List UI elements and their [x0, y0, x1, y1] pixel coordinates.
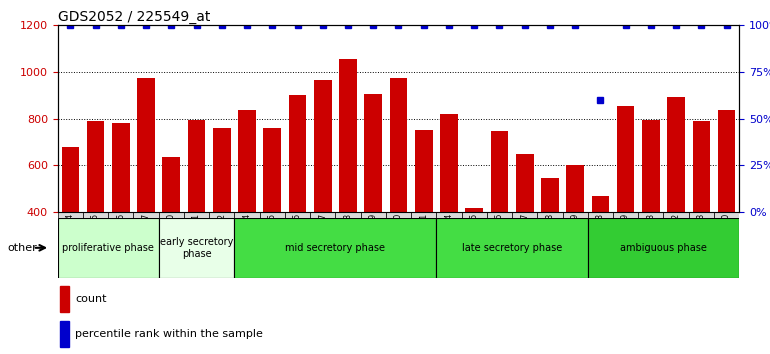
Bar — [238, 110, 256, 306]
Text: GSM109822: GSM109822 — [217, 213, 226, 259]
Bar — [234, 212, 259, 218]
Bar — [159, 212, 184, 218]
Bar — [133, 212, 159, 218]
Bar — [339, 59, 357, 306]
Bar — [62, 147, 79, 306]
Bar — [390, 78, 407, 306]
Text: GSM109817: GSM109817 — [142, 213, 151, 259]
Text: GSM109834: GSM109834 — [444, 213, 454, 259]
Text: percentile rank within the sample: percentile rank within the sample — [75, 329, 263, 339]
Bar — [411, 212, 437, 218]
Bar — [58, 212, 83, 218]
Bar — [314, 80, 332, 306]
Bar — [588, 218, 739, 278]
Bar — [440, 114, 458, 306]
Bar — [60, 321, 69, 347]
Bar — [112, 123, 129, 306]
Bar — [234, 218, 437, 278]
Text: GSM109818: GSM109818 — [596, 213, 605, 259]
Bar — [60, 286, 69, 313]
Text: early secretory
phase: early secretory phase — [160, 237, 233, 259]
Bar — [664, 212, 688, 218]
Bar — [83, 212, 109, 218]
Text: GSM109837: GSM109837 — [521, 213, 529, 259]
Bar — [718, 110, 735, 306]
Bar — [461, 212, 487, 218]
Bar — [487, 212, 512, 218]
Bar — [87, 121, 105, 306]
Text: GSM109824: GSM109824 — [243, 213, 252, 259]
Bar — [310, 212, 336, 218]
Bar — [360, 212, 386, 218]
Bar — [437, 218, 588, 278]
Bar — [537, 212, 563, 218]
Bar — [638, 212, 664, 218]
Bar — [563, 212, 588, 218]
Text: GSM109840: GSM109840 — [722, 213, 731, 259]
Bar — [714, 212, 739, 218]
Text: GSM109833: GSM109833 — [697, 213, 706, 259]
Text: ambiguous phase: ambiguous phase — [620, 243, 707, 253]
Text: GSM109816: GSM109816 — [116, 213, 126, 259]
Bar — [668, 97, 685, 306]
Bar — [415, 130, 433, 306]
Text: GSM109830: GSM109830 — [394, 213, 403, 259]
Bar — [285, 212, 310, 218]
Text: GSM109828: GSM109828 — [343, 213, 353, 259]
Text: GSM109827: GSM109827 — [318, 213, 327, 259]
Bar — [588, 212, 613, 218]
Bar — [137, 78, 155, 306]
Text: GSM109829: GSM109829 — [369, 213, 378, 259]
Bar — [465, 208, 483, 306]
Bar — [162, 157, 180, 306]
Text: GSM109838: GSM109838 — [545, 213, 554, 259]
Text: GSM109825: GSM109825 — [268, 213, 276, 259]
Bar — [490, 131, 508, 306]
Bar — [437, 212, 461, 218]
Bar — [188, 120, 206, 306]
Bar — [688, 212, 714, 218]
Bar — [209, 212, 234, 218]
Bar — [213, 128, 231, 306]
Bar — [692, 121, 710, 306]
Bar — [512, 212, 537, 218]
Text: GDS2052 / 225549_at: GDS2052 / 225549_at — [58, 10, 210, 24]
Bar — [566, 166, 584, 306]
Bar — [184, 212, 209, 218]
Bar — [159, 218, 234, 278]
Bar — [289, 95, 306, 306]
Bar — [613, 212, 638, 218]
Bar — [336, 212, 360, 218]
Text: GSM109814: GSM109814 — [66, 213, 75, 259]
Text: GSM109821: GSM109821 — [192, 213, 201, 259]
Text: proliferative phase: proliferative phase — [62, 243, 154, 253]
Bar — [259, 212, 285, 218]
Text: count: count — [75, 295, 106, 304]
Bar — [516, 154, 534, 306]
Bar — [617, 106, 634, 306]
Text: GSM109839: GSM109839 — [571, 213, 580, 259]
Text: late secretory phase: late secretory phase — [462, 243, 562, 253]
Bar — [591, 196, 609, 306]
Text: GSM109835: GSM109835 — [470, 213, 479, 259]
Bar — [541, 178, 559, 306]
Bar — [386, 212, 411, 218]
Bar — [109, 212, 133, 218]
Text: GSM109823: GSM109823 — [646, 213, 655, 259]
Text: GSM109826: GSM109826 — [293, 213, 302, 259]
Text: other: other — [8, 243, 38, 253]
Text: GSM109819: GSM109819 — [621, 213, 630, 259]
Text: GSM109836: GSM109836 — [495, 213, 504, 259]
Text: GSM109832: GSM109832 — [671, 213, 681, 259]
Text: mid secretory phase: mid secretory phase — [286, 243, 385, 253]
Text: GSM109815: GSM109815 — [91, 213, 100, 259]
Text: GSM109820: GSM109820 — [167, 213, 176, 259]
Text: GSM109831: GSM109831 — [419, 213, 428, 259]
Bar — [364, 94, 382, 306]
Bar — [58, 218, 159, 278]
Bar — [642, 120, 660, 306]
Bar — [263, 128, 281, 306]
